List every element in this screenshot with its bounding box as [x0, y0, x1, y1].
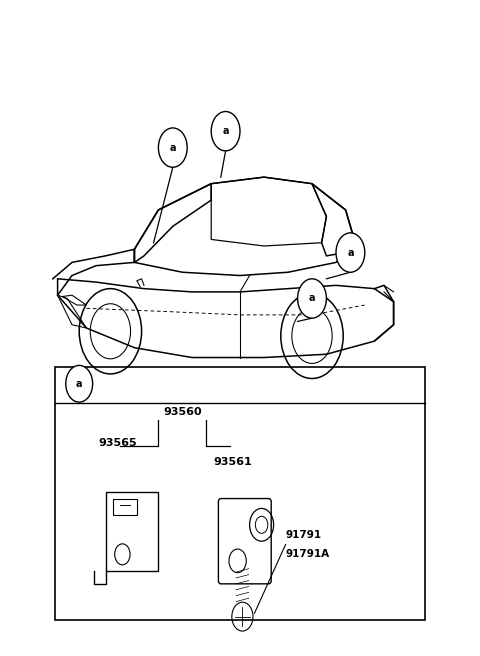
Circle shape [336, 233, 365, 272]
Circle shape [211, 112, 240, 151]
Text: a: a [347, 247, 354, 258]
Circle shape [66, 365, 93, 402]
Text: a: a [169, 142, 176, 153]
Circle shape [298, 279, 326, 318]
Text: 93561: 93561 [214, 457, 252, 468]
Circle shape [158, 128, 187, 167]
Text: a: a [222, 126, 229, 136]
Text: 93565: 93565 [98, 438, 137, 448]
Text: a: a [309, 293, 315, 304]
Text: a: a [76, 379, 83, 389]
Text: 91791A: 91791A [286, 549, 330, 560]
Text: 93560: 93560 [163, 407, 202, 417]
Text: 91791: 91791 [286, 529, 322, 540]
